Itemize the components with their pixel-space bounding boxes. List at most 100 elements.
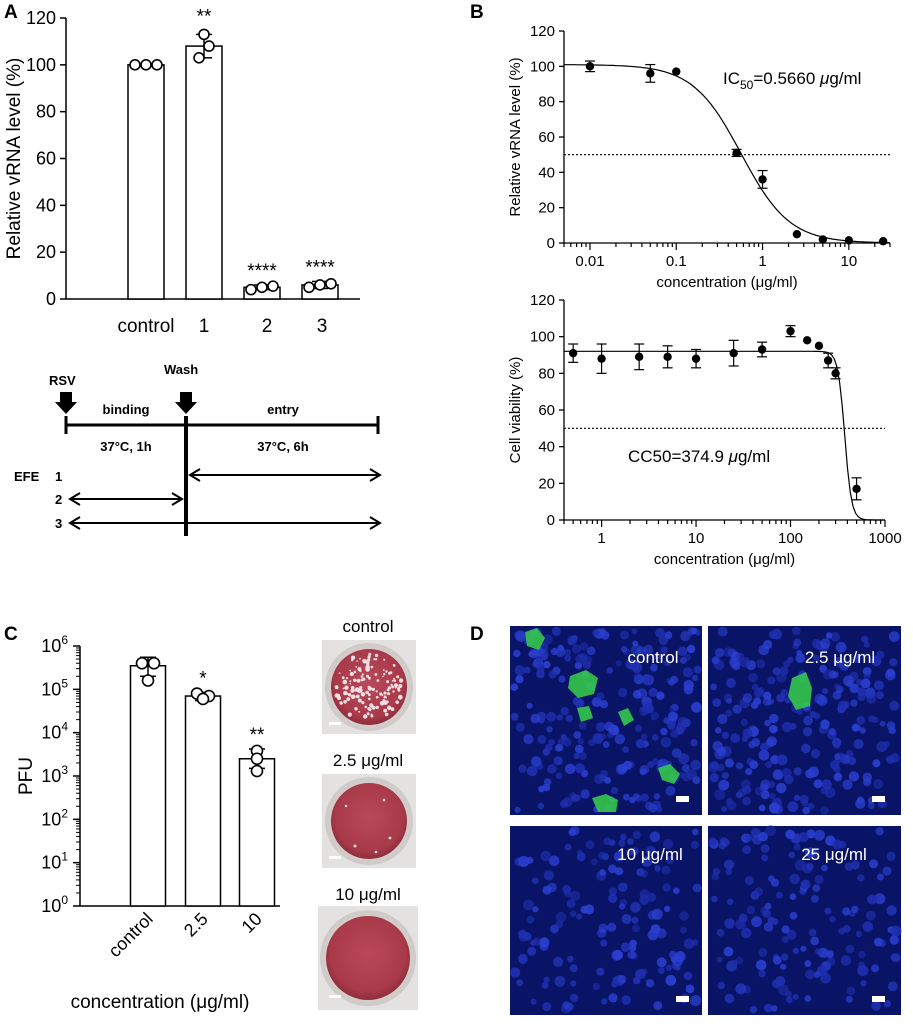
plaque: [387, 686, 392, 690]
fit-curve: [564, 350, 885, 521]
nucleus: [842, 907, 851, 916]
nucleus: [776, 693, 785, 703]
plaque: [364, 705, 368, 709]
nucleus: [842, 779, 853, 790]
nucleus: [574, 794, 581, 801]
nucleus: [804, 995, 812, 1002]
significance-label: **: [197, 6, 212, 27]
nucleus: [887, 981, 898, 992]
nucleus: [717, 981, 725, 990]
nucleus: [599, 700, 609, 709]
nucleus: [596, 692, 605, 701]
nucleus: [662, 838, 674, 850]
nucleus: [665, 855, 675, 865]
x-tick-label: control: [117, 316, 174, 337]
data-point: [646, 69, 655, 78]
micrograph-2-5: 2.5 μg/ml: [707, 626, 901, 815]
nucleus: [690, 840, 699, 849]
nucleus: [678, 753, 690, 765]
nucleus: [532, 906, 539, 913]
nucleus: [780, 963, 787, 970]
nucleus: [845, 944, 855, 954]
plaque: [385, 670, 388, 673]
nucleus: [692, 883, 702, 893]
nucleus: [758, 749, 770, 761]
nucleus: [567, 955, 574, 963]
plate-label-10: 10 μg/ml: [335, 885, 401, 904]
plaque: [368, 652, 372, 656]
nucleus: [712, 740, 723, 752]
significance-label: **: [250, 725, 265, 746]
nucleus: [772, 769, 784, 780]
nucleus: [530, 756, 542, 767]
x-tick-label: 0.01: [575, 253, 604, 270]
nucleus: [569, 993, 579, 1003]
nucleus: [620, 942, 631, 952]
nucleus: [885, 755, 895, 764]
nucleus: [691, 674, 699, 682]
plaque: [387, 692, 391, 696]
nucleus: [721, 772, 729, 779]
nucleus: [741, 736, 749, 743]
nucleus: [727, 898, 734, 905]
y-tick-label: 105: [41, 676, 68, 699]
nucleus: [816, 695, 828, 706]
nucleus: [604, 721, 615, 732]
nucleus: [584, 904, 595, 915]
nucleus: [750, 701, 759, 709]
nucleus: [559, 799, 569, 809]
nucleus: [663, 905, 671, 913]
data-point: [325, 277, 337, 290]
nucleus: [627, 838, 634, 845]
nucleus: [793, 794, 800, 801]
nucleus: [586, 646, 596, 656]
scale-bar: [329, 995, 341, 998]
nuclei-25: [708, 825, 902, 1014]
nucleus: [639, 894, 650, 905]
nucleus: [848, 771, 860, 782]
nucleus: [584, 656, 593, 665]
nucleus: [536, 669, 545, 679]
nucleus: [654, 865, 661, 872]
y-tick-label: 104: [41, 720, 68, 743]
nucleus: [603, 837, 612, 846]
nucleus: [871, 964, 879, 973]
nucleus: [548, 670, 557, 679]
nucleus: [622, 760, 633, 771]
nucleus: [607, 922, 617, 932]
nucleus: [758, 948, 768, 957]
nucleus: [547, 764, 557, 774]
scale-bar: [676, 996, 689, 1002]
nucleus: [574, 744, 584, 754]
plaque: [365, 691, 368, 693]
nucleus: [863, 671, 871, 680]
nucleus: [789, 873, 800, 885]
nucleus: [592, 629, 599, 636]
nucleus: [516, 979, 524, 987]
y-tick-label: 80: [36, 102, 56, 122]
nucleus: [591, 858, 598, 866]
nucleus: [853, 738, 864, 750]
nucleus: [787, 801, 799, 813]
y-tick-label: 60: [538, 129, 555, 146]
y-tick-label: 106: [41, 633, 68, 656]
plaque: [362, 659, 368, 664]
plaque: [363, 714, 368, 719]
nucleus: [876, 741, 888, 753]
nucleus: [630, 644, 642, 656]
nucleus: [679, 911, 689, 921]
nucleus: [784, 990, 793, 998]
data-point: [303, 281, 315, 294]
plaque: [357, 698, 362, 703]
nucleus: [871, 1001, 881, 1011]
plaque: [385, 696, 387, 699]
nucleus: [621, 914, 632, 924]
nucleus: [869, 859, 879, 869]
arrow-row-2: [68, 492, 184, 506]
nucleus: [610, 787, 619, 795]
nucleus: [545, 743, 553, 752]
plaque: [350, 694, 355, 700]
nucleus: [615, 660, 622, 667]
scale-bar: [676, 796, 689, 802]
